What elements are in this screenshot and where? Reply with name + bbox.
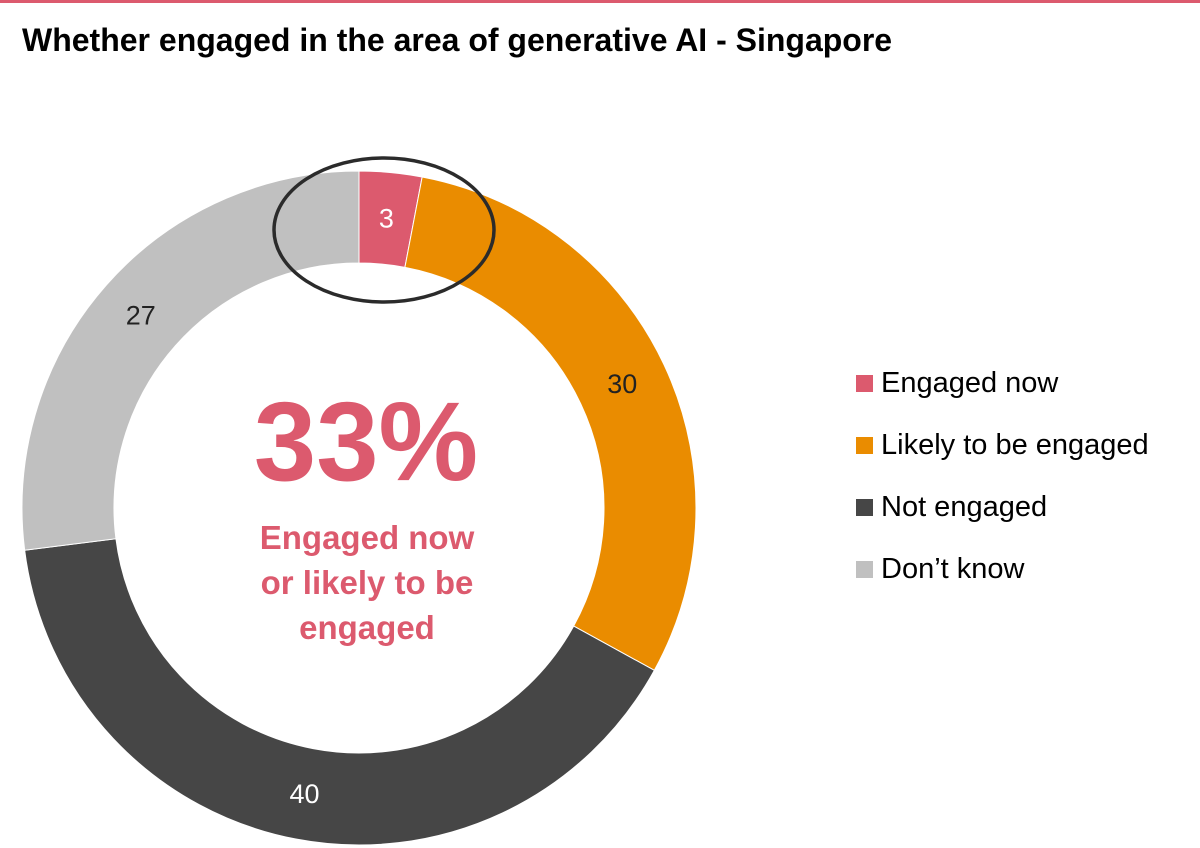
legend-label: Don’t know: [881, 553, 1025, 585]
center-caption-line-3: engaged: [299, 609, 435, 646]
center-caption-line-1: Engaged now: [260, 519, 475, 556]
chart-title: Whether engaged in the area of generativ…: [22, 22, 893, 58]
legend-label: Engaged now: [881, 367, 1059, 399]
legend-item-dont-know: Don’t know: [856, 538, 1149, 600]
legend-item-engaged-now: Engaged now: [856, 352, 1149, 414]
top-accent-rule: [0, 0, 1200, 3]
legend-swatch: [856, 436, 873, 454]
slice-label-likely-to-be-engaged: 30: [607, 369, 637, 399]
legend-swatch: [856, 560, 873, 578]
donut-slice-likely-to-be-engaged: [404, 176, 697, 672]
center-caption-line-2: or likely to be: [261, 564, 474, 601]
legend-item-not-engaged: Not engaged: [856, 476, 1149, 538]
legend-label: Likely to be engaged: [881, 429, 1149, 461]
legend-swatch: [856, 498, 873, 516]
slice-label-engaged-now: 3: [379, 203, 394, 233]
donut-slice-not-engaged: [24, 538, 655, 846]
legend: Engaged now Likely to be engaged Not eng…: [856, 352, 1149, 600]
slice-label-don-t-know: 27: [126, 301, 156, 331]
donut-slice-don-t-know: [21, 170, 360, 551]
legend-item-likely-to-be-engaged: Likely to be engaged: [856, 414, 1149, 476]
slice-label-not-engaged: 40: [289, 779, 319, 809]
donut-slices: [21, 170, 697, 846]
legend-swatch: [856, 374, 873, 392]
center-percentage: 33%: [254, 379, 478, 504]
legend-label: Not engaged: [881, 491, 1048, 523]
highlight-ring: [272, 156, 496, 304]
slice-value-labels: 3 30 40 27: [126, 203, 638, 809]
